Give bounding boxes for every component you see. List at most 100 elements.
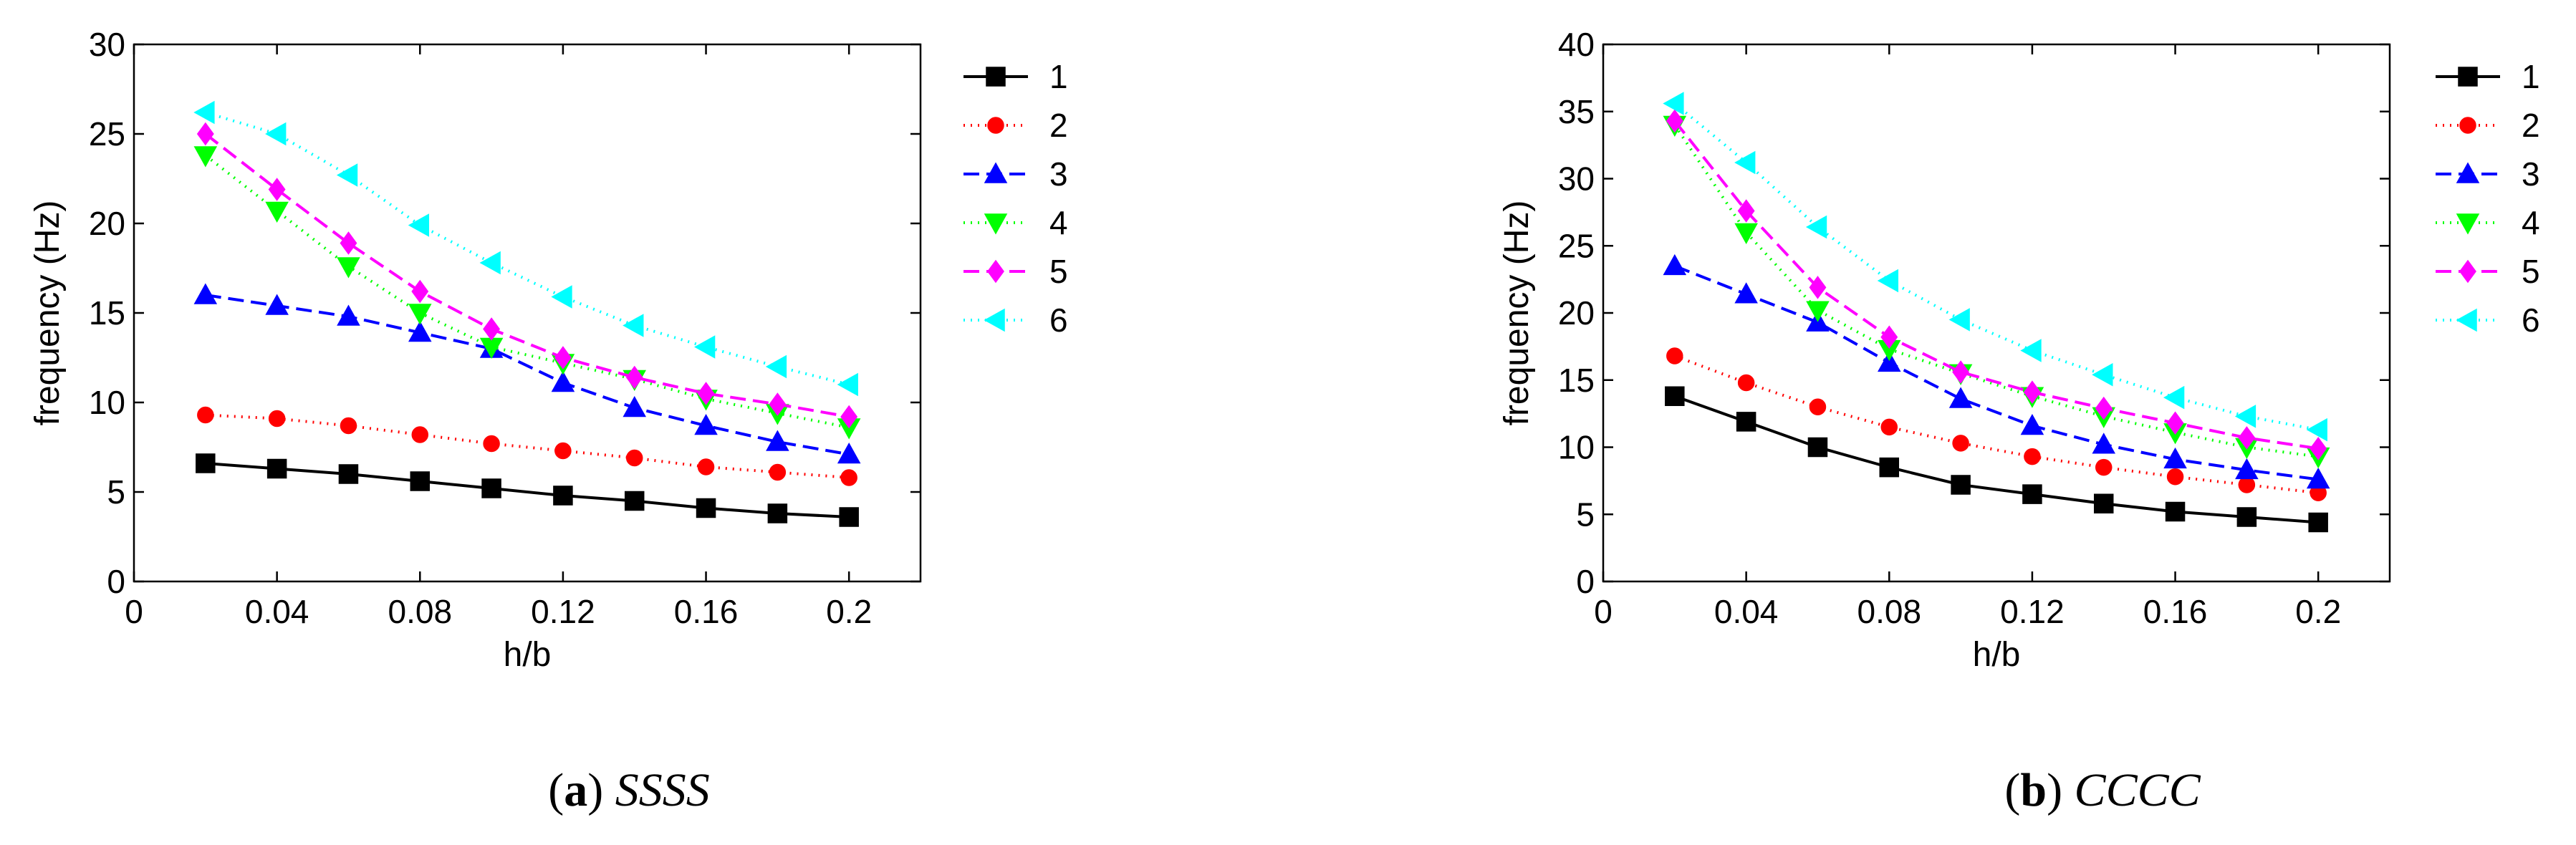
figure-caption: (a) SSSS [548,764,709,816]
legend-marker [984,308,1005,332]
data-point [694,335,716,359]
data-point [1734,282,1758,304]
y-tick-label: 25 [89,115,125,153]
data-point [268,178,286,201]
legend-entry-6: 6 [2436,301,2540,339]
y-tick-label: 5 [1576,496,1595,533]
caption-text: CCCC [2075,764,2201,816]
data-point [1806,301,1830,322]
legend-entry-2: 2 [963,107,1068,144]
y-tick-label: 20 [1558,294,1595,332]
data-point [2163,447,2187,469]
data-point [336,163,358,187]
legend-entry-1: 1 [963,58,1068,95]
data-point [1948,308,1970,332]
data-point [1663,254,1687,276]
data-point [625,449,643,467]
data-point [338,464,359,484]
y-tick-label: 0 [1576,563,1595,600]
data-point [2163,385,2185,410]
data-point [769,463,787,481]
legend-marker [984,213,1008,235]
x-tick-label: 0 [1594,593,1613,630]
series-line [204,132,850,418]
data-point [839,507,859,527]
data-point [196,453,216,473]
legend-marker [2456,213,2480,235]
data-point [837,372,858,397]
x-tick-label: 0.04 [245,593,309,630]
series-1 [196,453,859,527]
figure-caption: (b) CCCC [2004,764,2201,816]
data-point [1809,276,1827,299]
caption-paren-open: ( [2004,764,2020,816]
y-axis-label: frequency (Hz) [29,201,67,426]
y-tick-label: 0 [107,563,125,600]
legend-entry-5: 5 [963,253,1068,290]
y-tick-label: 10 [89,384,125,421]
data-point [481,478,501,498]
data-point [1737,199,1755,223]
legend-label: 5 [2522,253,2540,290]
data-point [2092,362,2113,387]
data-point [1877,269,1899,293]
y-axis-label: frequency (Hz) [1498,201,1536,426]
data-point [1737,374,1755,392]
data-point [2020,339,2042,362]
caption-paren-open: ( [548,764,564,816]
legend-marker [987,259,1004,284]
x-tick-label: 0.12 [2000,593,2065,630]
data-point [266,458,287,479]
caption-paren-close: ) [2047,764,2074,816]
x-tick-label: 0.04 [1714,593,1779,630]
y-tick-label: 30 [1558,160,1595,198]
data-point [697,458,715,475]
data-point [766,430,789,451]
x-axis-label: h/b [504,636,552,674]
legend-entry-2: 2 [2436,107,2540,144]
caption-letter: b [2020,764,2047,816]
x-tick-label: 0.12 [531,593,595,630]
series-line [1674,264,2319,481]
data-point [551,285,572,309]
data-point [2310,437,2327,460]
legend-marker [984,162,1008,183]
data-point [2092,433,2116,454]
data-point [2166,411,2184,435]
legend-entry-6: 6 [963,301,1068,339]
legend-label: 4 [1049,204,1068,241]
data-point [837,442,861,464]
y-tick-label: 35 [1558,93,1595,130]
legend-marker [986,67,1006,87]
series-line [205,413,850,479]
caption-paren-close: ) [587,764,615,816]
data-point [553,486,573,506]
series-5 [196,122,858,429]
data-point [193,283,218,304]
data-point [408,213,430,237]
data-point [483,435,500,453]
caption-letter: a [564,764,587,816]
legend-marker [2456,308,2477,332]
data-point [1805,215,1827,239]
legend-marker [2456,162,2480,183]
legend-marker [2459,259,2476,284]
x-tick-label: 0.16 [2143,593,2208,630]
data-point [337,257,360,279]
data-point [696,498,716,518]
caption-text: SSSS [615,764,710,816]
series-line [204,154,850,429]
series-line [1674,354,2319,495]
data-point [694,413,718,435]
data-point [411,426,429,443]
data-point [2024,448,2041,465]
data-point [411,279,429,304]
data-point [623,395,647,417]
legend-label: 4 [2522,204,2540,241]
data-point [2238,426,2256,450]
data-point [265,201,289,223]
y-tick-label: 15 [89,294,125,332]
data-point [1663,92,1684,115]
data-point [769,392,787,416]
